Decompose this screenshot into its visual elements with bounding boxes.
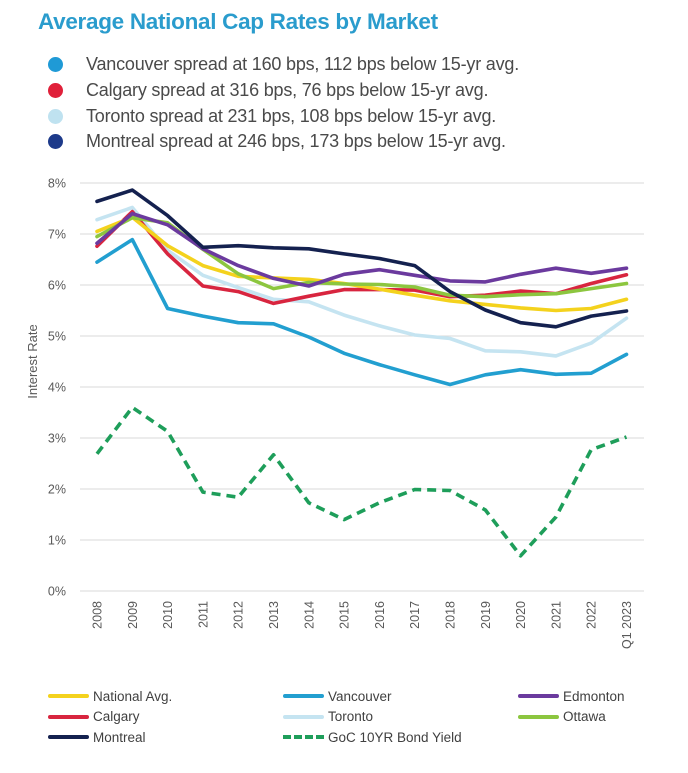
legend-label: Vancouver [328, 688, 392, 704]
legend-swatch-icon [48, 694, 89, 698]
line-chart: 0%1%2%3%4%5%6%7%8% 2008 2009 2010 2011 2012 2… [25, 177, 644, 649]
x-tick-label: 2020 [514, 601, 528, 629]
x-tick-label: 2012 [232, 601, 246, 629]
x-axis-ticks: 2008 2009 2010 2011 2012 2013 2014 2015 2016 2017… [91, 601, 635, 649]
x-tick-label: 2014 [302, 601, 316, 629]
bullet-dot-icon [48, 134, 63, 150]
series-line-edmonton [95, 211, 629, 288]
x-tick-label: 2009 [126, 601, 140, 629]
bullet-text: Calgary spread at 316 bps, 76 bps below … [86, 80, 489, 101]
y-axis-title: Interest Rate [25, 324, 40, 398]
legend-label: Calgary [93, 709, 140, 724]
bullet-dot-icon [48, 83, 63, 99]
y-axis-ticks: 0% 1% 2% 3% 4% 5% 6% 7% 8% [48, 177, 66, 599]
y-tick-label: 1% [48, 534, 66, 548]
bullet-text: Montreal spread at 246 bps, 173 bps belo… [86, 131, 506, 152]
legend-swatch-icon [283, 694, 324, 698]
y-tick-label: 4% [48, 381, 66, 395]
y-tick-label: 6% [48, 279, 66, 293]
series-line-national-avg [95, 215, 629, 313]
x-tick-label: 2022 [585, 601, 599, 629]
series-lines [95, 188, 629, 558]
y-tick-label: 3% [48, 432, 66, 446]
y-tick-label: 7% [48, 228, 66, 242]
y-tick-label: 2% [48, 483, 66, 497]
series-line-montreal [95, 188, 629, 329]
legend-swatch-icon [283, 735, 324, 739]
bullet-text: Toronto spread at 231 bps, 108 bps below… [86, 105, 497, 126]
legend-label: Ottawa [563, 709, 606, 724]
x-tick-label: 2017 [408, 601, 422, 629]
legend-swatch-icon [518, 694, 559, 698]
x-tick-label: 2010 [161, 601, 175, 629]
x-tick-label: 2015 [338, 601, 352, 629]
y-tick-label: 5% [48, 330, 66, 344]
x-tick-label: Q1 2023 [620, 601, 634, 649]
legend-swatch-icon [48, 735, 89, 739]
legend-swatch-icon [48, 714, 89, 719]
series-line-toronto [95, 205, 629, 358]
legend-item-goc-bond-yield: GoC 10YR Bond Yield [283, 727, 462, 747]
x-tick-label: 2013 [267, 601, 281, 629]
spread-bullet-list: Vancouver spread at 160 bps, 112 bps bel… [48, 52, 519, 155]
x-tick-label: 2021 [549, 601, 563, 629]
legend-label: Toronto [328, 709, 374, 724]
bullet-item-vancouver: Vancouver spread at 160 bps, 112 bps bel… [48, 52, 519, 78]
bullet-item-montreal: Montreal spread at 246 bps, 173 bps belo… [48, 129, 519, 155]
legend-label: Montreal [93, 729, 146, 745]
bullet-item-calgary: Calgary spread at 316 bps, 76 bps below … [48, 78, 519, 104]
legend-item-calgary: Calgary [48, 707, 140, 727]
y-tick-label: 8% [48, 177, 66, 191]
legend-item-edmonton: Edmonton [518, 686, 625, 706]
legend-item-vancouver: Vancouver [283, 686, 392, 706]
bullet-item-toronto: Toronto spread at 231 bps, 108 bps below… [48, 103, 519, 129]
legend-swatch-icon [283, 714, 324, 719]
x-tick-label: 2011 [196, 601, 210, 628]
legend-label: Edmonton [563, 688, 625, 704]
bullet-dot-icon [48, 108, 63, 124]
legend-item-toronto: Toronto [283, 707, 373, 727]
legend-label: GoC 10YR Bond Yield [328, 729, 462, 745]
y-tick-label: 0% [48, 585, 66, 599]
x-tick-label: 2019 [479, 601, 493, 629]
x-tick-label: 2018 [444, 601, 458, 629]
x-tick-label: 2008 [91, 601, 105, 629]
x-tick-label: 2016 [373, 601, 387, 629]
chart-title: Average National Cap Rates by Market [38, 9, 438, 34]
bullet-dot-icon [48, 57, 63, 73]
legend-swatch-icon [518, 714, 559, 719]
series-line-vancouver [95, 237, 629, 387]
legend-label: National Avg. [93, 688, 173, 704]
series-line-goc-10yr-bond-yield [95, 405, 628, 558]
legend-item-national-avg: National Avg. [48, 686, 172, 706]
legend-item-montreal: Montreal [48, 727, 146, 747]
legend-item-ottawa: Ottawa [518, 707, 606, 727]
bullet-text: Vancouver spread at 160 bps, 112 bps bel… [86, 54, 520, 75]
